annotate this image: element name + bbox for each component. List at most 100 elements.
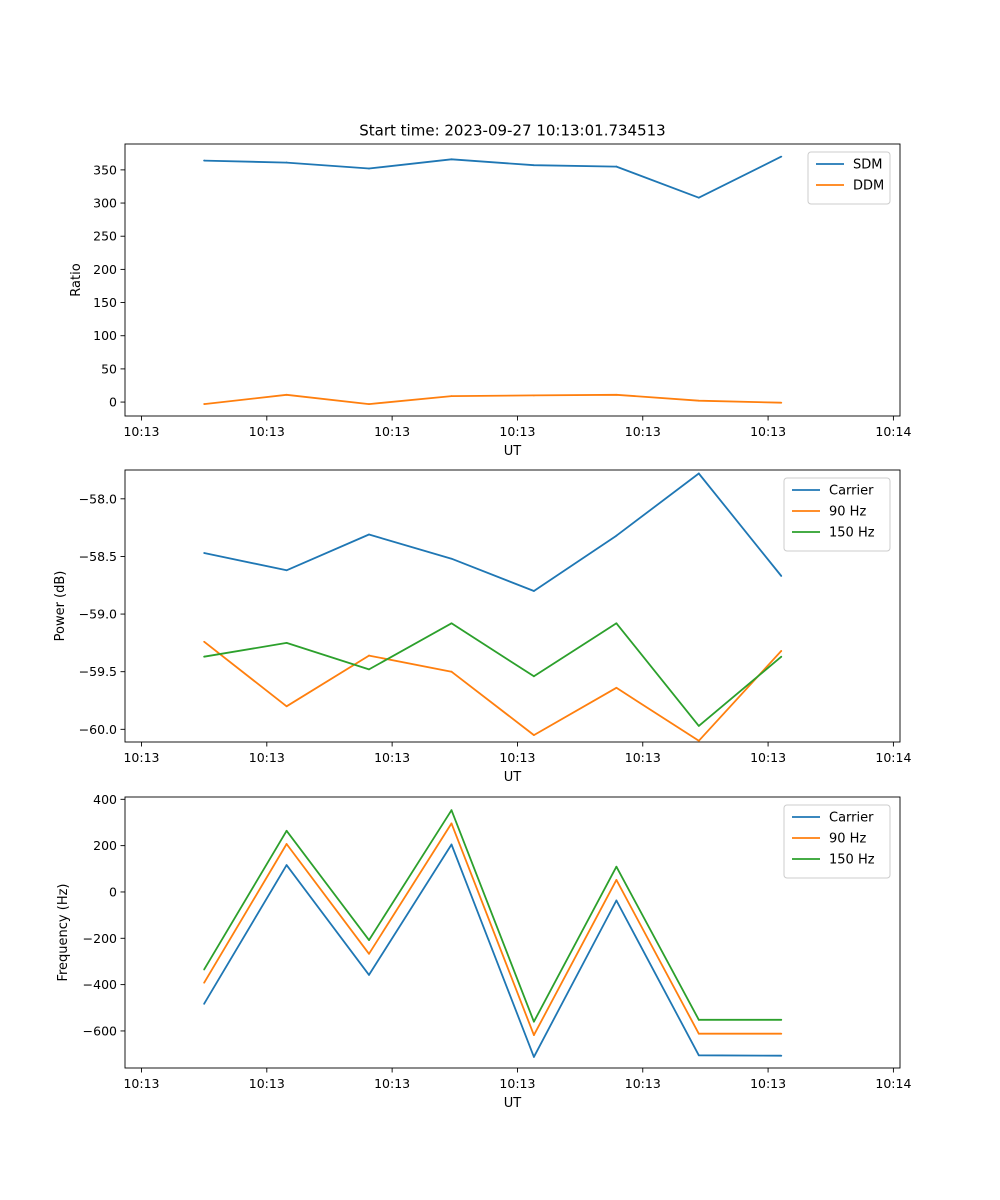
frequency-data-point-carrier xyxy=(780,1054,783,1057)
power-data-point-90-hz xyxy=(450,670,453,673)
power-panel: 10:13 10:13 10:13 10:13 10:13 10:13 10:14 −58.0… xyxy=(53,469,911,785)
ratio-data-point-ddm xyxy=(615,393,618,396)
power-data-point-150-hz xyxy=(780,655,783,658)
frequency-legend-label-90-hz: 90 Hz xyxy=(829,832,866,847)
power-data-point-carrier xyxy=(533,590,535,592)
power-data-point-carrier xyxy=(450,557,453,560)
ratio-y-tick-label: 150 xyxy=(93,295,117,310)
frequency-data-point-90-hz xyxy=(203,981,206,984)
ratio-x-tick-label: 10:13 xyxy=(123,424,159,439)
frequency-data-point-150-hz xyxy=(203,968,206,971)
ratio-legend xyxy=(807,151,891,205)
ratio-data-point-sdm xyxy=(285,161,288,164)
ratio-data-point-ddm xyxy=(697,399,700,402)
figure-title: Start time: 2023-09-27 10:13:01.734513 xyxy=(359,122,665,140)
power-y-tick-label: −58.5 xyxy=(79,549,117,564)
frequency-y-tick-label: −600 xyxy=(83,1023,117,1038)
frequency-y-tick-label: 400 xyxy=(93,792,117,807)
frequency-data-point-150-hz xyxy=(285,829,288,832)
power-y-axis-label: Power (dB) xyxy=(53,571,68,642)
power-data-point-150-hz xyxy=(615,622,618,625)
power-data-point-carrier xyxy=(285,569,288,572)
ratio-y-axis-label: Ratio xyxy=(69,263,84,296)
frequency-series-line-carrier xyxy=(203,843,782,1058)
power-data-point-carrier xyxy=(697,472,700,475)
power-data-point-150-hz xyxy=(533,675,535,678)
power-data-point-90-hz xyxy=(615,686,618,689)
power-legend-label-90-hz: 90 Hz xyxy=(829,505,866,520)
power-data-point-90-hz xyxy=(285,705,288,708)
power-x-tick-label: 10:13 xyxy=(374,750,410,765)
ratio-series-line-sdm xyxy=(204,155,782,199)
ratio-plot-frame xyxy=(124,143,901,417)
power-x-tick-label: 10:13 xyxy=(249,750,285,765)
frequency-data-point-150-hz xyxy=(615,865,618,868)
frequency-data-point-150-hz xyxy=(450,809,453,812)
power-data-point-90-hz xyxy=(203,640,206,643)
frequency-x-tick-label: 10:13 xyxy=(499,1076,535,1091)
ratio-legend-label-ddm: DDM xyxy=(853,179,884,194)
ratio-y-tick-label: 50 xyxy=(101,361,117,376)
frequency-legend-label-150-hz: 150 Hz xyxy=(829,853,875,868)
ratio-panel: 10:13 10:13 10:13 10:13 10:13 10:13 10:14 0 50 10… xyxy=(69,143,911,459)
frequency-series-line-90-hz xyxy=(203,822,782,1036)
frequency-data-point-carrier xyxy=(368,973,370,976)
ratio-data-point-sdm xyxy=(615,165,618,168)
frequency-x-tick-label: 10:14 xyxy=(875,1076,911,1091)
power-series-line-carrier xyxy=(203,472,783,592)
ratio-x-tick-label: 10:13 xyxy=(374,424,410,439)
ratio-x-tick-label: 10:13 xyxy=(249,424,285,439)
power-x-tick-label: 10:13 xyxy=(499,750,535,765)
frequency-y-tick-label: 0 xyxy=(109,884,117,899)
frequency-x-tick-label: 10:13 xyxy=(374,1076,410,1091)
frequency-data-point-150-hz xyxy=(368,939,370,942)
frequency-data-point-carrier xyxy=(285,864,288,866)
frequency-panel: 10:13 10:13 10:13 10:13 10:13 10:13 10:14 400 20… xyxy=(56,792,911,1111)
frequency-data-point-90-hz xyxy=(780,1032,783,1035)
ratio-y-tick-label: 200 xyxy=(93,262,117,277)
power-data-point-150-hz xyxy=(697,724,700,727)
power-data-point-150-hz xyxy=(285,641,288,644)
frequency-x-tick-label: 10:13 xyxy=(123,1076,159,1091)
frequency-x-tick-label: 10:13 xyxy=(625,1076,661,1091)
frequency-legend-label-carrier: Carrier xyxy=(829,811,874,826)
ratio-data-point-sdm xyxy=(533,164,535,167)
power-y-tick-label: −58.0 xyxy=(79,491,117,506)
frequency-data-point-150-hz xyxy=(780,1018,783,1021)
ratio-y-tick-label: 250 xyxy=(93,229,117,244)
power-data-point-carrier xyxy=(203,552,206,554)
ratio-x-tick-label: 10:13 xyxy=(750,424,786,439)
power-data-point-90-hz xyxy=(533,734,535,736)
frequency-data-point-90-hz xyxy=(615,879,618,881)
ratio-data-point-sdm xyxy=(780,155,783,158)
ratio-series-line-ddm xyxy=(203,393,782,406)
ratio-data-point-ddm xyxy=(285,393,288,396)
ratio-x-axis-label: UT xyxy=(504,444,522,459)
frequency-y-tick-label: −200 xyxy=(83,931,117,946)
frequency-data-point-90-hz xyxy=(533,1034,535,1037)
ratio-data-point-ddm xyxy=(203,403,206,405)
power-data-point-150-hz xyxy=(203,655,206,658)
power-y-tick-label: −59.5 xyxy=(79,664,117,679)
power-y-tick-label: −60.0 xyxy=(79,722,117,737)
frequency-data-point-carrier xyxy=(203,1002,206,1005)
frequency-x-tick-label: 10:13 xyxy=(249,1076,285,1091)
power-x-axis-label: UT xyxy=(504,770,522,785)
power-data-point-carrier xyxy=(368,533,370,536)
power-data-point-90-hz xyxy=(368,654,370,657)
power-data-point-carrier xyxy=(615,534,618,537)
power-series-line-150-hz xyxy=(203,622,782,727)
power-data-point-90-hz xyxy=(780,650,783,652)
frequency-series-line-150-hz xyxy=(203,809,782,1023)
power-legend-label-150-hz: 150 Hz xyxy=(829,526,875,541)
ratio-data-point-ddm xyxy=(368,403,370,405)
ratio-y-tick-label: 350 xyxy=(93,162,117,177)
frequency-y-tick-label: −400 xyxy=(83,977,117,992)
ratio-data-point-sdm xyxy=(450,158,453,161)
ratio-legend-label-sdm: SDM xyxy=(853,158,882,173)
frequency-data-point-90-hz xyxy=(697,1032,700,1035)
power-data-point-150-hz xyxy=(368,668,370,671)
frequency-data-point-150-hz xyxy=(697,1018,700,1021)
frequency-y-tick-label: 200 xyxy=(93,838,117,853)
